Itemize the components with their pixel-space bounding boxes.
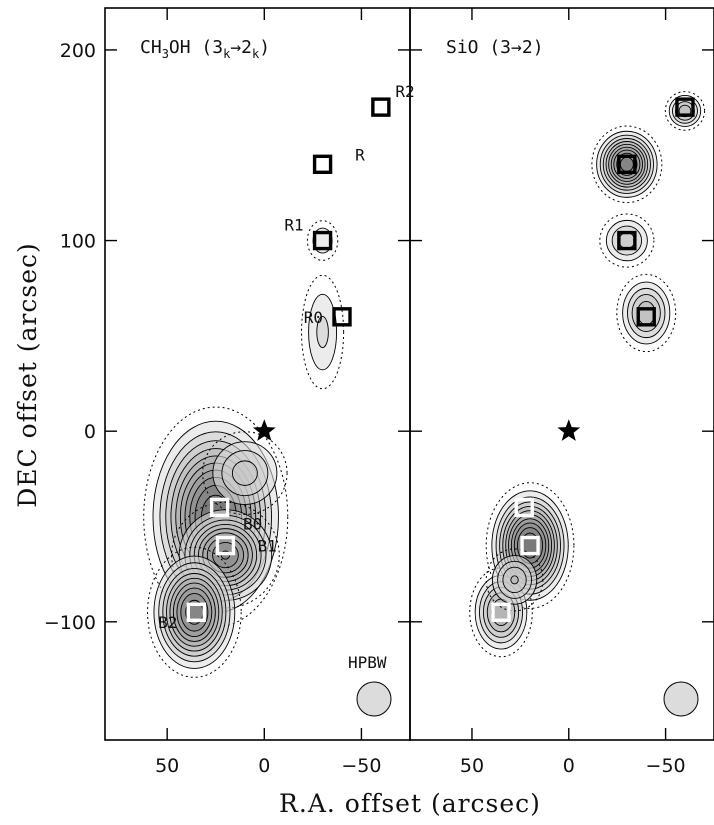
- contour-level: [231, 460, 258, 486]
- contour-level: [202, 431, 288, 516]
- contour-level: [147, 546, 242, 678]
- contour-level: [485, 548, 544, 612]
- position-marker: [617, 230, 637, 251]
- source-markers: R2 R R1 R0 B0 B1 B2: [158, 82, 695, 632]
- contour-level: [618, 232, 636, 249]
- position-marker: [209, 497, 230, 518]
- position-label: B2: [158, 613, 177, 632]
- sio-panel-title: SiO (3→2): [446, 37, 544, 58]
- position-label: R1: [284, 216, 303, 235]
- position-marker: [520, 535, 540, 556]
- beam-circle-sio: [663, 681, 699, 717]
- protostar-marker: [557, 419, 581, 441]
- position-label: R2: [395, 82, 414, 101]
- x-axis-title: R.A. offset (arcsec): [279, 789, 541, 818]
- x-tick-label: 50: [155, 755, 179, 777]
- contour-level: [510, 575, 519, 585]
- ch3oh-emission-map: [143, 220, 345, 678]
- position-label: R: [355, 146, 365, 165]
- contour-level: [619, 156, 634, 172]
- y-tick-label: −100: [44, 612, 96, 634]
- position-marker: [514, 497, 534, 518]
- contour-level: [171, 501, 280, 609]
- ch3oh-panel-title: CH3OH (3k→2k): [140, 37, 270, 61]
- position-marker: [312, 230, 333, 251]
- x-tick-label: −50: [341, 755, 381, 777]
- protostar-marker: [252, 419, 276, 441]
- contour-level: [306, 220, 339, 261]
- contour-level: [599, 213, 655, 268]
- position-marker: [371, 97, 391, 117]
- contour-level: [636, 300, 656, 326]
- sio-emission-map: [469, 91, 706, 658]
- y-tick-label: 0: [84, 421, 96, 443]
- axis-ticks: [105, 8, 714, 740]
- axis-tick-labels: 50 0 −50 50 0 −50 200 100 0 −100: [44, 40, 686, 777]
- position-marker: [636, 307, 656, 327]
- contour-level: [664, 91, 706, 131]
- contour-level: [316, 316, 329, 349]
- x-tick-label: 50: [460, 755, 484, 777]
- position-marker: [617, 154, 637, 175]
- x-tick-label: 0: [258, 755, 270, 777]
- position-marker: [332, 307, 352, 327]
- contour-level: [301, 274, 345, 390]
- contour-level: [143, 406, 289, 628]
- beam-circle-ch3oh: [356, 681, 392, 717]
- position-label: R0: [304, 308, 323, 327]
- position-label: B0: [243, 514, 262, 533]
- contour-level: [485, 482, 575, 609]
- contour-level: [591, 125, 663, 204]
- contour-level: [616, 273, 677, 353]
- contour-level: [469, 567, 533, 658]
- y-tick-label: 200: [60, 40, 96, 62]
- y-axis-title: DEC offset (arcsec): [13, 242, 42, 508]
- position-label: B1: [258, 537, 277, 556]
- x-tick-label: 0: [563, 755, 575, 777]
- hpbw-label: HPBW: [348, 653, 387, 672]
- position-marker: [312, 154, 333, 175]
- position-marker: [491, 602, 511, 622]
- panel-frame-ch3oh: [104, 7, 411, 741]
- y-tick-label: 100: [60, 231, 96, 253]
- x-tick-label: −50: [646, 755, 686, 777]
- panel-frame-sio: [409, 7, 714, 741]
- position-marker: [215, 535, 236, 556]
- position-marker: [675, 97, 695, 117]
- position-marker: [186, 602, 207, 622]
